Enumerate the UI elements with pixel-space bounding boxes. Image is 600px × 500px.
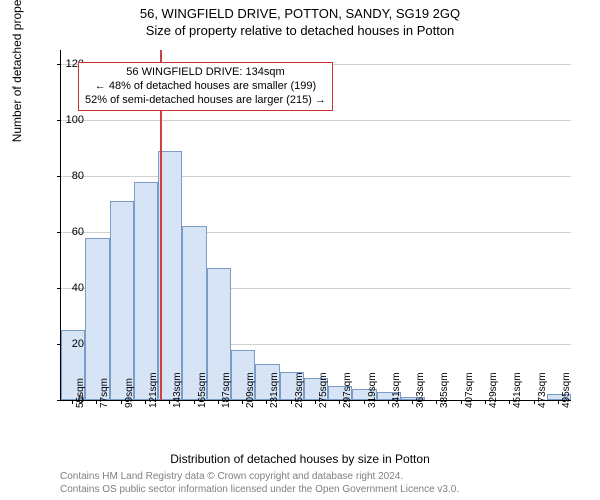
x-tick-label: 429sqm <box>488 372 499 408</box>
x-tick-mark <box>121 400 122 404</box>
histogram-bar <box>110 201 134 400</box>
x-tick-label: 275sqm <box>318 372 329 408</box>
chart-title: 56, WINGFIELD DRIVE, POTTON, SANDY, SG19… <box>0 6 600 21</box>
x-tick-label: 319sqm <box>367 372 378 408</box>
footer-attribution: Contains HM Land Registry data © Crown c… <box>60 471 459 496</box>
x-tick-label: 297sqm <box>342 372 353 408</box>
x-tick-mark <box>169 400 170 404</box>
x-tick-label: 495sqm <box>561 372 572 408</box>
y-tick-label: 60 <box>54 226 84 238</box>
histogram-bar <box>85 238 109 400</box>
x-tick-mark <box>364 400 365 404</box>
x-tick-mark <box>145 400 146 404</box>
x-tick-mark <box>412 400 413 404</box>
x-tick-mark <box>291 400 292 404</box>
annotation-line: 56 WINGFIELD DRIVE: 134sqm <box>85 66 326 80</box>
x-tick-mark <box>266 400 267 404</box>
annotation-line: ← 48% of detached houses are smaller (19… <box>85 80 326 94</box>
annotation-callout: 56 WINGFIELD DRIVE: 134sqm← 48% of detac… <box>78 62 333 111</box>
gridline <box>61 120 571 121</box>
x-tick-label: 385sqm <box>439 372 450 408</box>
x-tick-mark <box>218 400 219 404</box>
x-tick-mark <box>509 400 510 404</box>
gridline <box>61 176 571 177</box>
x-tick-mark <box>242 400 243 404</box>
x-tick-label: 473sqm <box>537 372 548 408</box>
x-tick-label: 99sqm <box>124 378 135 408</box>
x-tick-label: 209sqm <box>245 372 256 408</box>
x-tick-label: 363sqm <box>415 372 426 408</box>
footer-line-1: Contains HM Land Registry data © Crown c… <box>60 471 459 484</box>
x-tick-mark <box>315 400 316 404</box>
chart-titles: 56, WINGFIELD DRIVE, POTTON, SANDY, SG19… <box>0 0 600 38</box>
x-tick-mark <box>534 400 535 404</box>
histogram-bar <box>134 182 158 400</box>
x-tick-mark <box>436 400 437 404</box>
x-tick-label: 341sqm <box>391 372 402 408</box>
x-tick-label: 165sqm <box>197 372 208 408</box>
x-tick-label: 143sqm <box>172 372 183 408</box>
y-tick-label: 40 <box>54 282 84 294</box>
x-axis-label: Distribution of detached houses by size … <box>0 452 600 466</box>
y-tick-label: 80 <box>54 170 84 182</box>
x-tick-mark <box>558 400 559 404</box>
x-tick-label: 407sqm <box>464 372 475 408</box>
x-tick-mark <box>72 400 73 404</box>
x-tick-label: 187sqm <box>221 372 232 408</box>
y-axis-label: Number of detached properties <box>10 0 24 142</box>
x-tick-label: 253sqm <box>294 372 305 408</box>
y-tick-label: 100 <box>54 114 84 126</box>
annotation-line: 52% of semi-detached houses are larger (… <box>85 94 326 108</box>
x-tick-mark <box>461 400 462 404</box>
chart-subtitle: Size of property relative to detached ho… <box>0 23 600 38</box>
x-tick-mark <box>194 400 195 404</box>
x-tick-label: 77sqm <box>99 378 110 408</box>
x-tick-mark <box>339 400 340 404</box>
x-tick-label: 121sqm <box>148 372 159 408</box>
x-tick-mark <box>96 400 97 404</box>
footer-line-2: Contains OS public sector information li… <box>60 484 459 497</box>
x-tick-label: 231sqm <box>269 372 280 408</box>
x-tick-mark <box>485 400 486 404</box>
y-tick-label: 20 <box>54 338 84 350</box>
x-tick-label: 451sqm <box>512 372 523 408</box>
x-tick-mark <box>388 400 389 404</box>
x-tick-label: 55sqm <box>75 378 86 408</box>
